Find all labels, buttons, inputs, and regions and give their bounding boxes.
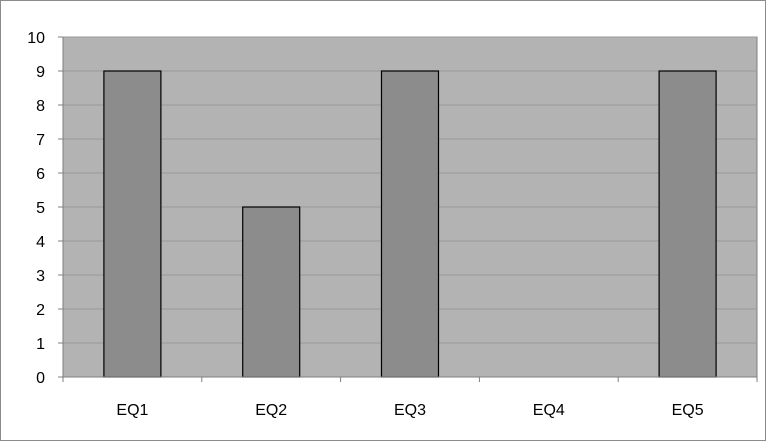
y-tick-label-8: 8	[36, 98, 45, 115]
y-tick-label-6: 6	[36, 166, 45, 183]
bar-eq3	[380, 70, 440, 378]
y-tick-label-9: 9	[36, 64, 45, 81]
y-tick-label-4: 4	[36, 234, 45, 251]
x-tick-label-eq3: EQ3	[394, 402, 426, 419]
bar-eq1	[103, 70, 162, 378]
bar-eq2	[242, 206, 301, 378]
y-tick-label-7: 7	[36, 132, 45, 149]
x-tick-label-eq4: EQ4	[533, 402, 565, 419]
bar-eq5	[658, 70, 717, 378]
y-tick-label-5: 5	[36, 200, 45, 217]
x-axis-tick-labels: EQ1 EQ2 EQ3 EQ4 EQ5	[116, 402, 703, 419]
y-tick-label-0: 0	[36, 370, 45, 387]
axes	[58, 36, 758, 382]
x-tick-label-eq5: EQ5	[672, 402, 704, 419]
y-tick-label-2: 2	[36, 302, 45, 319]
x-tick-label-eq2: EQ2	[255, 402, 287, 419]
y-axis-tick-labels: 0 1 2 3 4 5 6 7 8 9 10	[27, 30, 45, 387]
y-tick-label-3: 3	[36, 268, 45, 285]
y-tick-label-10: 10	[27, 30, 45, 47]
y-tick-label-1: 1	[36, 336, 45, 353]
x-tick-label-eq1: EQ1	[116, 402, 148, 419]
